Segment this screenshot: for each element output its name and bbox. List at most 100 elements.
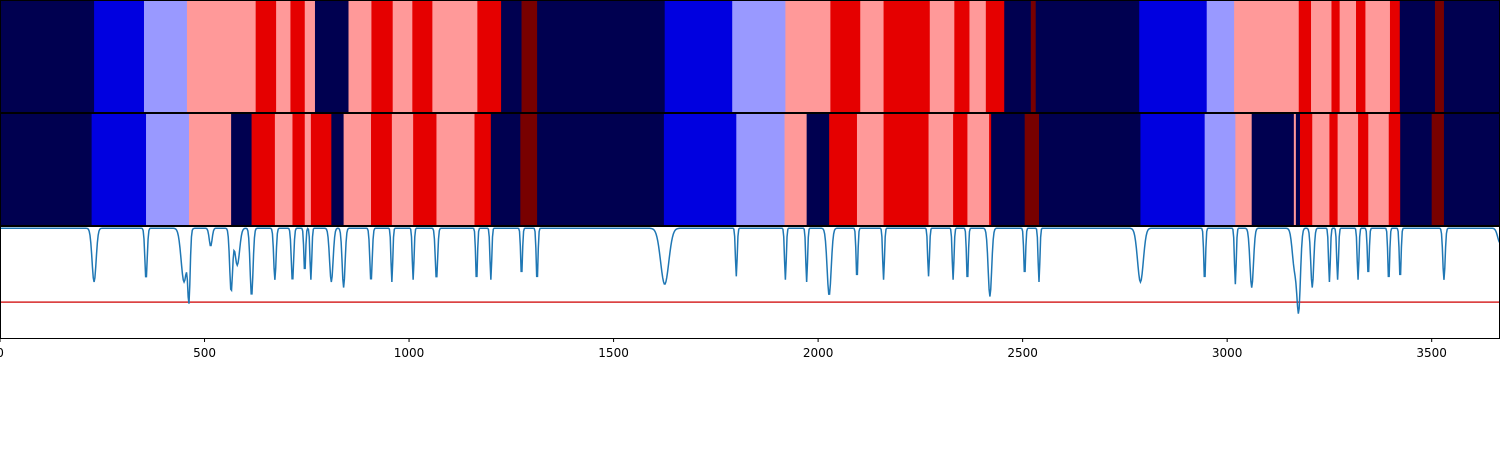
segment-cell	[1356, 1, 1366, 112]
segment-cell	[1312, 114, 1330, 225]
segment-cell	[1234, 1, 1300, 112]
segment-cell	[1331, 1, 1341, 112]
segment-cell	[143, 1, 188, 112]
segment-cell	[331, 114, 344, 225]
segment-cell	[0, 1, 95, 112]
segment-cell	[856, 114, 884, 225]
segment-cell	[94, 1, 145, 112]
segment-cell	[304, 1, 316, 112]
segment-cell	[186, 1, 257, 112]
plot-background	[0, 226, 1500, 338]
segment-cell	[436, 114, 475, 225]
score-plot: 0 500 1000 1500 2000 2500 3000 3500	[0, 226, 1500, 360]
segment-cell	[146, 114, 190, 225]
segment-cell	[1235, 114, 1253, 225]
segment-cell	[664, 1, 733, 112]
score-line	[0, 227, 1500, 314]
segment-cell	[188, 114, 232, 225]
segment-cell	[490, 114, 521, 225]
segment-cell	[520, 114, 538, 225]
segment-cell	[477, 1, 502, 112]
segment-cell	[806, 114, 830, 225]
segment-cell	[348, 1, 372, 112]
x-tick-label: 3500	[1416, 346, 1447, 360]
segment-cell	[883, 114, 929, 225]
segment-cell	[432, 1, 478, 112]
segment-cell	[276, 1, 291, 112]
segment-cell	[663, 114, 737, 225]
segment-cell	[829, 114, 858, 225]
segment-cell	[1204, 114, 1236, 225]
segment-cell	[537, 114, 665, 225]
segment-cell	[991, 114, 1026, 225]
segment-cell	[1368, 114, 1390, 225]
segment-cell	[967, 114, 990, 225]
segment-cell	[985, 1, 1005, 112]
segment-cell	[501, 1, 522, 112]
strip-segments	[0, 1, 1500, 112]
segment-cell	[371, 1, 394, 112]
segment-cell	[413, 114, 437, 225]
segment-cell	[1399, 1, 1436, 112]
segment-cell	[310, 114, 332, 225]
x-tick-label: 1500	[598, 346, 629, 360]
segment-cell	[928, 114, 954, 225]
segment-cell	[1039, 114, 1141, 225]
segment-cell	[255, 1, 277, 112]
segment-cell	[1434, 1, 1445, 112]
segment-cell	[251, 114, 276, 225]
segmentation-strip-top	[0, 0, 1500, 113]
segment-cell	[1004, 1, 1032, 112]
segment-cell	[231, 114, 252, 225]
segment-cell	[732, 1, 786, 112]
segment-cell	[1311, 1, 1332, 112]
segment-cell	[954, 1, 970, 112]
segment-cell	[1329, 114, 1338, 225]
segment-cell	[314, 1, 349, 112]
segment-cell	[292, 114, 306, 225]
segment-cell	[1298, 1, 1312, 112]
segment-cell	[1339, 1, 1357, 112]
segment-cell	[1400, 114, 1433, 225]
strip-segments	[0, 114, 1500, 225]
segment-cell	[929, 1, 955, 112]
segment-cell	[290, 1, 306, 112]
segment-cell	[371, 114, 393, 225]
segmentation-strip-bottom	[0, 113, 1500, 226]
segment-cell	[1030, 1, 1037, 112]
segment-cell	[412, 1, 433, 112]
segment-cell	[1206, 1, 1235, 112]
segment-cell	[1251, 114, 1295, 225]
segment-cell	[860, 1, 884, 112]
segment-cell	[91, 114, 147, 225]
x-tick-label: 2500	[1007, 346, 1038, 360]
x-tick-label: 0	[0, 346, 4, 360]
segment-cell	[1035, 1, 1140, 112]
segment-cell	[391, 114, 414, 225]
segment-cell	[1139, 1, 1208, 112]
x-tick-label: 500	[193, 346, 216, 360]
segment-cell	[474, 114, 492, 225]
segment-cell	[1389, 1, 1401, 112]
segment-cell	[1443, 114, 1500, 225]
segment-cell	[830, 1, 861, 112]
segment-cell	[1293, 114, 1297, 225]
segment-cell	[1431, 114, 1445, 225]
segment-cell	[953, 114, 968, 225]
x-axis: 0 500 1000 1500 2000 2500 3000 3500	[0, 338, 1447, 360]
segment-cell	[537, 1, 666, 112]
segment-cell	[883, 1, 931, 112]
segment-cell	[304, 114, 312, 225]
segment-cell	[1388, 114, 1401, 225]
segment-cell	[392, 1, 413, 112]
segment-cell	[785, 1, 831, 112]
segment-cell	[1295, 114, 1301, 225]
segment-cell	[1140, 114, 1206, 225]
segment-cell	[274, 114, 293, 225]
segment-cell	[736, 114, 785, 225]
segment-cell	[0, 114, 93, 225]
segment-cell	[521, 1, 538, 112]
segment-cell	[1299, 114, 1313, 225]
segment-cell	[1024, 114, 1040, 225]
